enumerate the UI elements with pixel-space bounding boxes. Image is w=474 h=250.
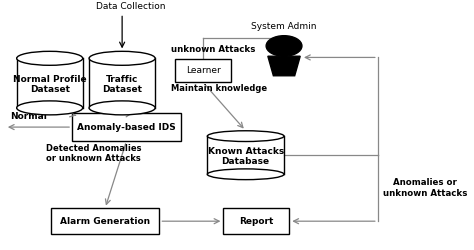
Text: Alarm Generation: Alarm Generation: [60, 217, 150, 226]
FancyBboxPatch shape: [17, 58, 83, 108]
Text: Known Attacks
Database: Known Attacks Database: [208, 146, 284, 166]
Polygon shape: [268, 56, 300, 76]
FancyBboxPatch shape: [89, 58, 155, 108]
Text: System Admin: System Admin: [251, 22, 317, 31]
Ellipse shape: [17, 101, 83, 115]
Ellipse shape: [17, 51, 83, 65]
Text: Anomalies or
unknown Attacks: Anomalies or unknown Attacks: [383, 178, 467, 198]
Ellipse shape: [89, 51, 155, 65]
Text: Detected Anomalies
or unknown Attacks: Detected Anomalies or unknown Attacks: [46, 144, 142, 163]
Text: Normal Profile
Dataset: Normal Profile Dataset: [13, 75, 87, 94]
Text: Normal: Normal: [10, 112, 47, 121]
Text: Data Collection: Data Collection: [96, 2, 165, 11]
Text: Anomaly-based IDS: Anomaly-based IDS: [77, 122, 176, 132]
Circle shape: [266, 36, 302, 56]
FancyBboxPatch shape: [207, 136, 284, 174]
Ellipse shape: [207, 169, 284, 180]
FancyBboxPatch shape: [51, 208, 159, 234]
Text: Report: Report: [239, 217, 273, 226]
FancyBboxPatch shape: [72, 113, 181, 141]
Ellipse shape: [207, 131, 284, 141]
Text: unknown Attacks: unknown Attacks: [171, 46, 255, 54]
FancyBboxPatch shape: [175, 59, 231, 82]
Text: Traffic
Dataset: Traffic Dataset: [102, 75, 142, 94]
FancyBboxPatch shape: [223, 208, 289, 234]
Text: Learner: Learner: [186, 66, 220, 76]
Text: Maintain knowledge: Maintain knowledge: [171, 84, 267, 93]
Ellipse shape: [89, 101, 155, 115]
